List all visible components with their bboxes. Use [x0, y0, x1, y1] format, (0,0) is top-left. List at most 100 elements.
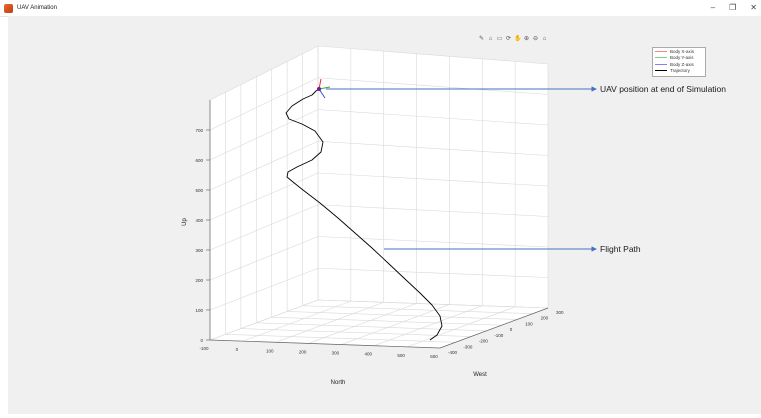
grid-line	[271, 316, 502, 326]
legend-label: Body Z-axis	[670, 61, 694, 67]
grid-line	[256, 322, 487, 332]
close-button[interactable]: ✕	[750, 3, 757, 12]
z-tick-label: 300	[195, 248, 203, 253]
axes-grid	[209, 45, 549, 349]
y-tick-label: 300	[556, 310, 564, 315]
x-axis-label: North	[331, 380, 346, 386]
grid-line	[317, 236, 549, 248]
matlab-icon	[4, 3, 13, 13]
grid-line	[317, 140, 549, 156]
trajectory-line	[285, 88, 443, 341]
x-tick-label: 0	[236, 347, 239, 352]
y-axis-label: West	[473, 372, 487, 378]
grid-line	[407, 306, 516, 348]
legend-swatch	[655, 70, 667, 72]
grid-line	[209, 109, 319, 161]
legend-entry: Body Z-axis	[653, 61, 705, 68]
grid-line	[209, 299, 319, 341]
annotation-flight-path: Flight Path	[600, 244, 641, 254]
legend-label: Body X-axis	[670, 48, 695, 54]
grid-line	[209, 236, 319, 281]
legend-entry: Body X-axis	[653, 48, 705, 55]
grid-line	[317, 172, 549, 187]
grid-line	[209, 45, 319, 101]
axes-toolbar: ✎ ⌂ ▭ ⟳ ✋ ⊕ ⊖ ⌂	[478, 36, 548, 43]
z-tick-label: 200	[195, 278, 203, 283]
zoom-out-icon[interactable]: ⊖	[532, 36, 539, 42]
back-right-wall	[318, 46, 548, 308]
axes-ticks: 0 100 200 300 400 500 600 700 -100 0 100 200 300 400 5…	[182, 128, 564, 386]
uav-marker	[317, 87, 321, 91]
y-tick-label: -100	[494, 333, 504, 338]
x-tick-label: 300	[332, 351, 340, 356]
grid-line	[209, 204, 319, 251]
annotation-end-position: UAV position at end of Simulation	[600, 84, 726, 94]
legend-entry: Body Y-axis	[653, 55, 705, 62]
y-axis-line	[439, 307, 549, 349]
y-tick-label: 0	[510, 327, 513, 332]
legend-label: Trajectory	[670, 68, 690, 74]
z-tick-label: 100	[195, 308, 203, 313]
legend-swatch	[655, 63, 667, 65]
x-tick-label: -100	[199, 346, 209, 351]
grid-line	[308, 303, 417, 344]
rotate-icon[interactable]: ⟳	[505, 36, 512, 42]
legend[interactable]: Body X-axis Body Y-axis Body Z-axis Traject…	[652, 47, 706, 77]
z-axis-label: Up	[182, 218, 188, 226]
grid-line	[209, 77, 319, 131]
uav-body-axes	[317, 78, 331, 99]
legend-swatch	[655, 50, 667, 52]
grid-line	[302, 305, 533, 315]
window-title: UAV Animation	[17, 5, 57, 11]
y-tick-label: 200	[541, 316, 549, 321]
window-controls: – ❐ ✕	[711, 3, 757, 12]
home-icon[interactable]: ⌂	[542, 36, 547, 42]
x-tick-label: 400	[365, 352, 373, 357]
grid-line	[275, 302, 384, 343]
x-tick-label: 200	[299, 349, 307, 354]
floor	[210, 300, 548, 348]
pan-icon[interactable]: ✋	[514, 36, 522, 42]
z-tick-label: 700	[195, 128, 203, 133]
y-tick-label: -300	[463, 344, 473, 349]
grid-line	[287, 311, 518, 320]
legend-swatch	[655, 57, 667, 59]
grid-line	[317, 77, 549, 95]
y-tick-label: -400	[448, 350, 458, 355]
z-tick-label: 500	[195, 188, 203, 193]
grid-line	[209, 140, 319, 191]
grid-line	[317, 45, 549, 65]
grid-line	[209, 267, 319, 311]
datatip-icon[interactable]: ⌂	[488, 36, 493, 42]
grid-line	[374, 305, 483, 346]
z-tick-label: 400	[195, 218, 203, 223]
maximize-button[interactable]: ❐	[729, 3, 737, 12]
z-tick-label: 0	[200, 338, 203, 343]
back-left-wall	[210, 46, 318, 340]
grid-line	[225, 333, 456, 343]
grid-line	[317, 204, 549, 217]
trajectory-layer	[285, 88, 443, 341]
legend-entry: Trajectory	[653, 68, 705, 75]
minimize-button[interactable]: –	[710, 3, 716, 12]
grid-line	[317, 267, 549, 278]
grid-line	[341, 304, 450, 345]
z-tick-label: 600	[195, 158, 203, 163]
brush-icon[interactable]: ✎	[478, 36, 485, 42]
annotation-arrows	[326, 86, 597, 252]
y-tick-label: 100	[525, 321, 533, 326]
grid-line	[242, 300, 351, 342]
grid-line	[317, 299, 549, 309]
zoom-in-icon[interactable]: ⊕	[523, 36, 530, 42]
y-tick-label: -200	[479, 339, 489, 344]
x-tick-label: 500	[397, 353, 405, 358]
legend-label: Body Y-axis	[670, 55, 694, 61]
grid-line	[209, 172, 319, 221]
grid-line	[240, 328, 471, 337]
insert-icon[interactable]: ▭	[496, 36, 503, 42]
x-axis-line	[209, 339, 441, 349]
x-tick-label: 600	[430, 354, 438, 359]
grid-line	[317, 109, 549, 126]
x-tick-label: 100	[266, 348, 274, 353]
